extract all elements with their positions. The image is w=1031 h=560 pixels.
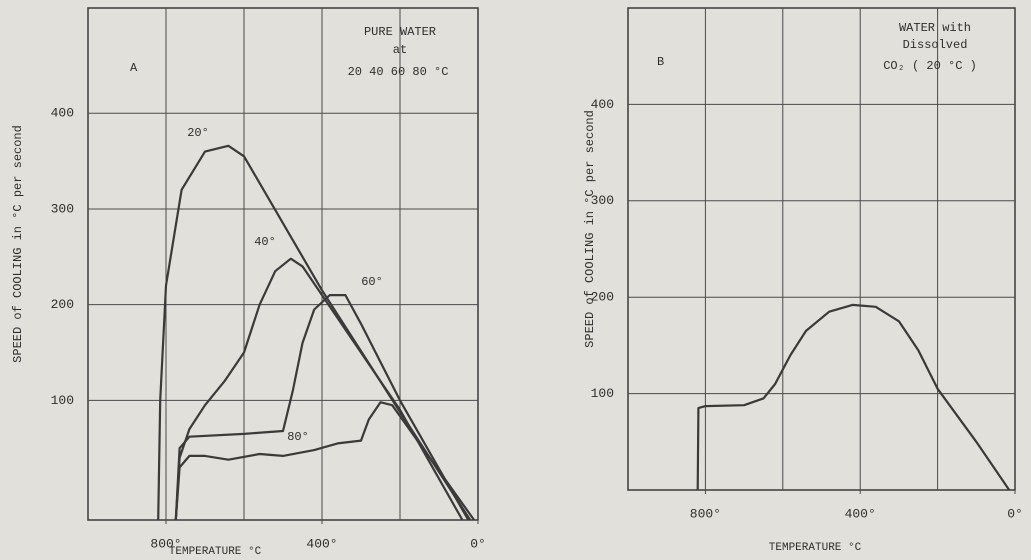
y-tick-label: 300 [51, 201, 74, 216]
y-axis-label: SPEED of COOLING in °C per second [583, 110, 597, 348]
line [174, 257, 464, 521]
annotation: WATER with [899, 21, 971, 35]
x-tick-label: 800° [150, 536, 181, 551]
plot-frame [87, 7, 479, 521]
series-label: 20° [187, 126, 209, 140]
y-tick-label: 100 [591, 386, 614, 401]
x-tick-label: 0° [1007, 506, 1023, 521]
annotation: CO₂ ( 20 °C ) [883, 59, 977, 73]
plot-frame [627, 7, 1016, 491]
series-label: 80° [287, 430, 309, 444]
series-label: 40° [254, 235, 276, 249]
line [174, 294, 470, 521]
line [696, 303, 1011, 491]
series-label: 60° [361, 275, 383, 289]
chart: 100 200 300 400 800° 400° 0° SPEED of COOLING i… [11, 7, 486, 558]
annotation: Dissolved [903, 38, 968, 52]
chart: 100 200 300 400 800° 400° 0° SPEED of COOLING i… [583, 7, 1023, 554]
x-tick-label: 800° [690, 506, 721, 521]
y-tick-label: 100 [51, 393, 74, 408]
annotation: PURE WATER [364, 25, 436, 39]
y-tick-label: 400 [51, 106, 74, 121]
annotation: 20 40 60 80 °C [348, 65, 449, 79]
y-tick-label: 300 [591, 193, 614, 208]
y-tick-label: 400 [591, 97, 614, 112]
x-axis-label: TEMPERATURE °C [769, 542, 862, 554]
y-tick-label: 200 [591, 290, 614, 305]
line [174, 401, 475, 521]
x-tick-label: 0° [470, 536, 486, 551]
x-axis-label: TEMPERATURE °C [169, 546, 262, 558]
annotation: A [130, 61, 138, 75]
annotation: at [393, 43, 407, 57]
line [157, 144, 472, 521]
x-tick-label: 400° [306, 536, 337, 551]
annotation: B [657, 55, 664, 69]
y-tick-label: 200 [51, 297, 74, 312]
y-axis-label: SPEED of COOLING in °C per second [11, 125, 25, 363]
x-tick-label: 400° [845, 506, 876, 521]
